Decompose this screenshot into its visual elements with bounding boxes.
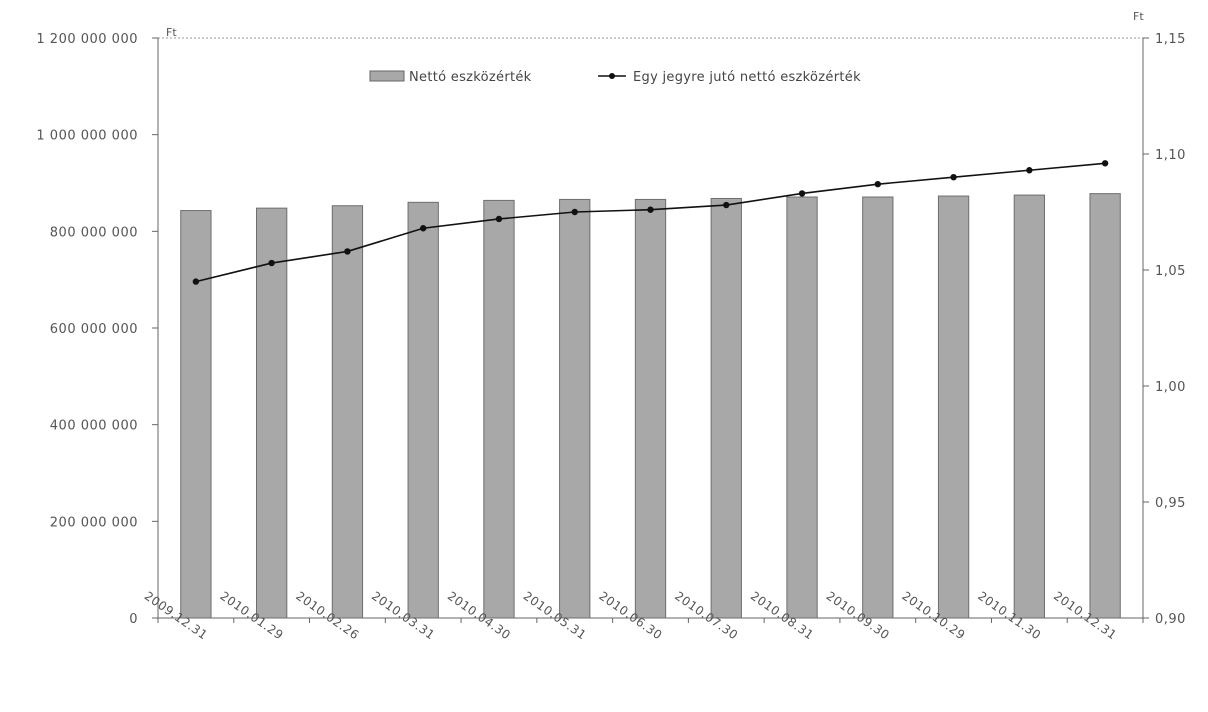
- line-point: [874, 180, 882, 188]
- right-tick-label: 1,15: [1155, 32, 1186, 47]
- bar: [407, 201, 439, 619]
- legend-line-marker: [609, 73, 615, 79]
- bar: [256, 207, 288, 619]
- left-tick-label: 600 000 000: [50, 322, 138, 337]
- bar: [1013, 194, 1046, 619]
- line-point: [571, 208, 578, 216]
- line-point: [950, 174, 957, 181]
- line-point: [647, 206, 654, 213]
- left-tick-label: 400 000 000: [50, 419, 138, 434]
- bar: [937, 195, 970, 619]
- left-axis-unit: Ft: [166, 26, 177, 39]
- line-point: [344, 248, 351, 255]
- line-series: [192, 160, 1109, 285]
- bar: [634, 198, 667, 619]
- legend: Nettó eszközérték Egy jegyre jutó nettó …: [369, 70, 861, 85]
- axes: [152, 37, 1149, 623]
- right-tick-label: 1,05: [1155, 264, 1186, 279]
- line-point: [268, 259, 275, 267]
- bar: [710, 197, 742, 619]
- bar: [1089, 193, 1121, 619]
- line-point: [1101, 160, 1109, 167]
- legend-line-label: Egy jegyre jutó nettó eszközérték: [633, 70, 861, 85]
- left-tick-label: 800 000 000: [50, 225, 138, 240]
- left-tick-label: 1 200 000 000: [36, 32, 138, 47]
- line-point: [1026, 167, 1033, 174]
- left-tick-label: 1 000 000 000: [36, 129, 138, 144]
- right-tick-label: 1,10: [1155, 148, 1186, 163]
- bar: [180, 210, 212, 619]
- line-point: [723, 201, 730, 209]
- bar: [786, 196, 818, 619]
- legend-bar-swatch: [369, 70, 405, 82]
- left-tick-label: 0: [129, 612, 138, 627]
- right-tick-label: 0,95: [1155, 496, 1186, 511]
- right-axis-unit: Ft: [1133, 10, 1144, 23]
- line-point: [495, 215, 503, 223]
- bar: [862, 196, 894, 619]
- right-tick-label: 1,00: [1155, 380, 1186, 395]
- line-point: [192, 278, 200, 285]
- left-tick-label: 200 000 000: [50, 515, 138, 530]
- line-point: [798, 190, 806, 197]
- right-tick-label: 0,90: [1155, 612, 1186, 627]
- line-point: [419, 225, 427, 232]
- bar: [483, 199, 515, 619]
- bar: [559, 198, 591, 619]
- legend-bar-label: Nettó eszközérték: [409, 70, 532, 85]
- bar: [331, 205, 364, 619]
- bars: [180, 193, 1121, 619]
